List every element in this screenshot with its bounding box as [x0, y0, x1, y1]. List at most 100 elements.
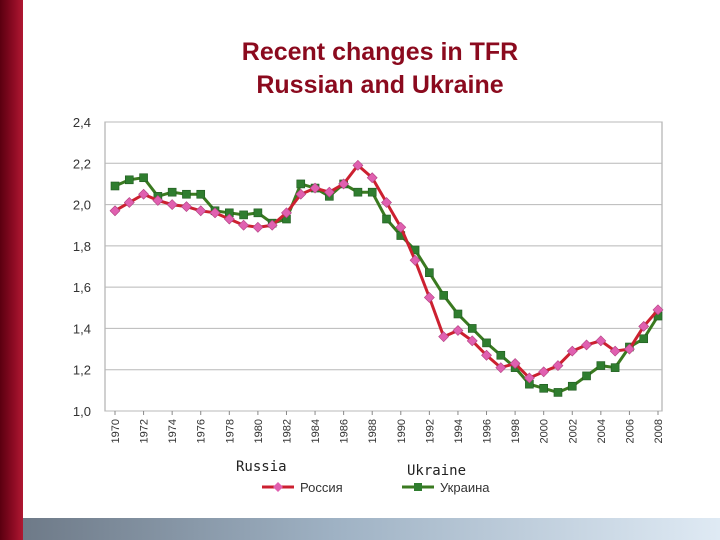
left-accent-bar	[0, 0, 23, 540]
data-point-russia	[552, 360, 564, 372]
bottom-gradient-bar	[23, 518, 720, 540]
data-point-russia	[338, 178, 350, 190]
y-tick-label: 2,2	[73, 156, 91, 171]
data-point-ukraine	[353, 187, 363, 197]
data-point-ukraine	[482, 338, 491, 348]
annotation-russia: Russia	[236, 459, 287, 475]
x-tick-label: 2008	[653, 419, 665, 443]
data-point-russia	[423, 292, 435, 303]
data-point-ukraine	[196, 189, 206, 199]
data-point-russia	[566, 345, 578, 357]
data-point-ukraine	[582, 371, 591, 381]
x-tick-label: 1972	[139, 419, 151, 443]
x-tick-label: 1974	[167, 419, 179, 443]
legend-label-russia: Россия	[300, 480, 343, 495]
x-tick-label: 2002	[567, 419, 579, 443]
data-point-russia	[495, 362, 507, 374]
y-tick-label: 1,2	[73, 363, 91, 378]
x-tick-label: 1998	[510, 419, 522, 443]
title-line-1: Recent changes in TFR	[241, 38, 519, 66]
data-point-russia	[323, 186, 335, 198]
x-tick-label: 1978	[224, 419, 236, 443]
data-point-russia	[109, 205, 121, 217]
data-point-russia	[466, 335, 478, 347]
data-point-russia	[623, 343, 635, 355]
data-point-russia	[538, 366, 550, 378]
data-point-ukraine	[496, 350, 506, 360]
data-point-russia	[195, 205, 207, 217]
x-tick-label: 1994	[453, 419, 465, 443]
x-tick-label: 1980	[253, 419, 265, 443]
data-point-russia	[209, 207, 221, 219]
x-tick-label: 1984	[310, 419, 322, 443]
slide-title: Recent changes in TFR Russian and Ukrain…	[160, 36, 600, 102]
data-point-russia	[281, 207, 292, 219]
data-point-russia	[381, 197, 392, 208]
y-axis: 1,0 1,2 1,4 1,6 1,8 2,0 2,2 2,4	[73, 115, 91, 419]
data-point-ukraine	[182, 189, 191, 199]
data-point-ukraine	[367, 187, 377, 197]
annotation-ukraine: Ukraine	[407, 463, 467, 479]
series-layer	[109, 159, 664, 397]
y-tick-label: 2,4	[73, 115, 91, 130]
data-point-russia	[609, 345, 621, 357]
data-point-russia	[123, 197, 135, 208]
x-tick-label: 1990	[396, 419, 408, 443]
data-point-russia	[652, 304, 664, 316]
data-point-russia	[366, 172, 378, 184]
x-axis: 1970 1972 1974 1976 1978 1980 1982 1984 1986 1988…	[110, 411, 665, 443]
data-point-ukraine	[167, 187, 177, 197]
y-tick-label: 1,6	[73, 280, 91, 295]
data-point-russia	[352, 159, 364, 171]
data-point-ukraine	[567, 381, 577, 391]
x-tick-label: 2000	[539, 419, 551, 443]
data-point-ukraine	[425, 268, 434, 277]
data-point-russia	[581, 339, 592, 351]
tfr-line-chart: 1,01,21,41,61,82,02,22,4 1970 1972 1974 197…	[73, 115, 665, 495]
data-point-ukraine	[139, 173, 148, 183]
data-point-russia	[152, 195, 164, 206]
data-point-ukraine	[124, 175, 134, 185]
data-point-ukraine	[382, 214, 391, 224]
data-point-russia	[138, 188, 150, 200]
data-point-russia	[523, 372, 535, 384]
data-point-russia	[409, 254, 421, 266]
data-point-russia	[266, 219, 278, 231]
legend-marker-ukraine	[414, 483, 422, 491]
data-point-russia	[309, 182, 321, 194]
data-point-russia	[166, 199, 178, 210]
legend-label-ukraine: Украина	[440, 480, 490, 495]
data-point-russia	[452, 325, 464, 336]
data-point-russia	[181, 201, 192, 213]
plot-area	[104, 121, 663, 412]
data-point-russia	[595, 335, 607, 347]
data-point-russia	[395, 221, 407, 233]
data-point-ukraine	[610, 363, 620, 372]
data-point-ukraine	[639, 334, 649, 344]
y-tick-label: 1,4	[73, 321, 91, 336]
x-tick-label: 1982	[281, 419, 293, 443]
data-point-ukraine	[596, 361, 606, 370]
y-tick-label: 1,8	[73, 239, 91, 254]
x-tick-label: 2004	[596, 419, 608, 443]
data-point-russia	[238, 219, 250, 231]
data-point-russia	[438, 331, 450, 343]
data-point-ukraine	[539, 383, 548, 393]
legend-marker-russia	[273, 482, 283, 492]
data-point-russia	[252, 221, 264, 233]
data-point-russia	[223, 213, 235, 225]
data-point-ukraine	[553, 388, 563, 397]
data-point-russia	[295, 188, 307, 200]
title-line-2: Russian and Ukraine	[256, 71, 504, 99]
x-tick-label: 1988	[367, 419, 379, 443]
x-tick-label: 1996	[482, 419, 494, 443]
grid-lines	[104, 121, 663, 412]
x-tick-label: 2006	[624, 419, 636, 443]
data-point-ukraine	[239, 210, 248, 220]
data-point-russia	[509, 358, 521, 369]
data-point-russia	[638, 320, 650, 332]
legend: Россия Украина	[262, 480, 490, 495]
x-tick-label: 1986	[339, 419, 351, 443]
data-point-ukraine	[296, 179, 306, 189]
data-point-ukraine	[253, 208, 263, 218]
